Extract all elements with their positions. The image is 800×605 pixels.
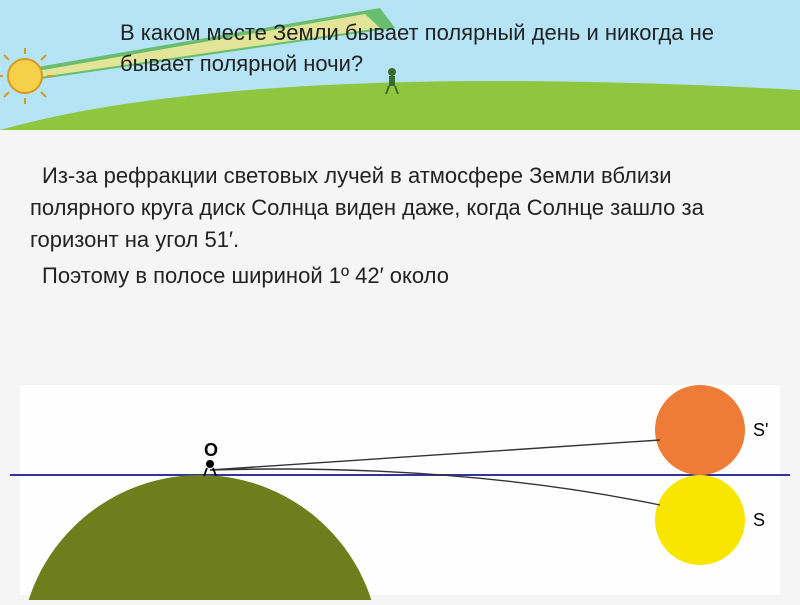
refraction-diagram: O S' S (0, 355, 800, 600)
paragraph-2: Поэтому в полосе шириной 1º 42′ около (30, 260, 780, 292)
paragraph-1: Из-за рефракции световых лучей в атмосфе… (30, 160, 780, 256)
real-sun-label: S (753, 510, 765, 530)
observer-label: O (204, 440, 218, 460)
slide-title: В каком месте Земли бывает полярный день… (120, 18, 780, 80)
header-banner: В каком месте Земли бывает полярный день… (0, 0, 800, 130)
body-content: Из-за рефракции световых лучей в атмосфе… (30, 160, 780, 292)
apparent-sun-label: S' (753, 420, 768, 440)
